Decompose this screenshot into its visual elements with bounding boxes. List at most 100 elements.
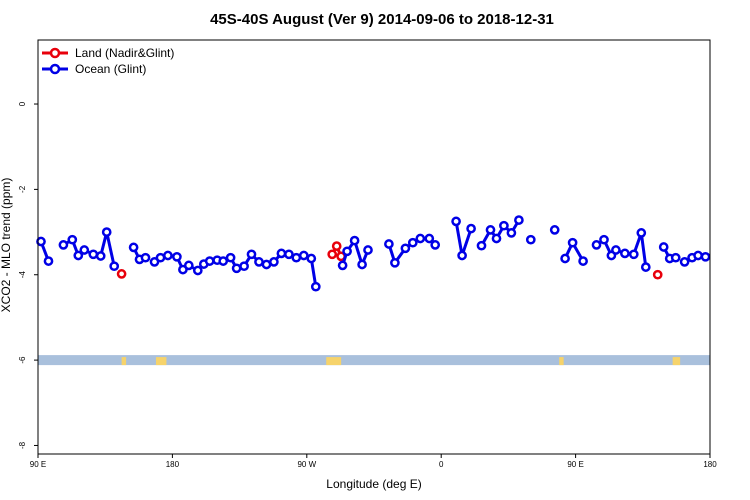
x-tick-label-5: 180 — [703, 460, 717, 469]
ocean-point-12-0 — [658, 242, 669, 252]
land-patch-3 — [559, 357, 564, 366]
ocean-point-4-2 — [349, 235, 360, 246]
ocean-point-9-0 — [549, 225, 560, 235]
ocean-point-6-0 — [451, 216, 461, 227]
ocean-point-1-2 — [73, 250, 84, 261]
ocean-point-3-10 — [218, 256, 229, 266]
ocean-band — [38, 355, 710, 366]
ocean-point-11-5 — [628, 249, 639, 260]
ocean-point-5-0 — [384, 239, 394, 249]
x-axis: 90 E 180 90 W 0 90 E 180 — [30, 454, 717, 469]
ocean-point-1-3 — [79, 245, 90, 255]
ocean-point-0-0 — [36, 236, 46, 247]
ocean-point-0-1 — [43, 256, 54, 266]
ocean-point-4-4 — [363, 245, 373, 255]
y-tick-label-0: 0 — [18, 101, 27, 106]
x-tick-label-2: 90 W — [297, 460, 316, 469]
ocean-point-4-1 — [342, 246, 352, 257]
ocean-point-3-12 — [231, 263, 242, 274]
ocean-point-7-4 — [506, 228, 517, 238]
ocean-point-3-6 — [192, 265, 203, 276]
ocean-point-3-1 — [155, 252, 166, 263]
ocean-point-3-2 — [163, 250, 173, 261]
ocean-point-3-11 — [225, 252, 236, 263]
ocean-point-3-22 — [306, 253, 317, 264]
y-tick-label-3: -6 — [18, 356, 27, 364]
legend-land-marker — [49, 47, 61, 59]
ocean-point-3-13 — [239, 261, 249, 272]
ocean-point-3-17 — [269, 257, 279, 267]
y-axis: 0 -2 -4 -6 -8 — [18, 101, 38, 449]
land-ocean-band — [38, 355, 710, 366]
land-point-0-0 — [116, 269, 127, 279]
ocean-point-6-2 — [466, 223, 476, 234]
ocean-point-4-0 — [337, 260, 348, 271]
ocean-point-1-6 — [101, 227, 112, 237]
ocean-point-13-3 — [700, 251, 711, 262]
ocean-point-3-18 — [276, 248, 287, 259]
ocean-point-3-23 — [310, 281, 321, 292]
ocean-point-1-1 — [67, 234, 78, 245]
ocean-point-5-3 — [407, 237, 418, 248]
ocean-point-13-0 — [679, 257, 690, 267]
ocean-point-1-7 — [109, 261, 120, 272]
ocean-point-7-5 — [514, 215, 524, 225]
land-patch-2 — [326, 357, 342, 366]
land-patch-1 — [155, 357, 167, 366]
ocean-point-11-0 — [591, 240, 602, 250]
legend-item-ocean: Ocean (Glint) — [42, 62, 146, 76]
ocean-point-1-0 — [58, 240, 69, 250]
ocean-point-11-7 — [640, 262, 651, 272]
y-tick-label-1: -2 — [18, 185, 27, 193]
ocean-point-4-3 — [357, 259, 367, 270]
ocean-point-10-1 — [567, 237, 578, 248]
ocean-point-3-3 — [172, 251, 182, 262]
y-tick-label-2: -4 — [18, 271, 27, 279]
ocean-point-3-16 — [261, 259, 272, 270]
ocean-point-5-6 — [430, 240, 441, 250]
x-tick-label-4: 90 E — [567, 460, 583, 469]
land-point-2-0 — [652, 269, 663, 280]
x-tick-label-3: 0 — [439, 460, 444, 469]
series-layer — [36, 215, 711, 292]
ocean-point-12-2 — [670, 252, 681, 263]
ocean-point-3-19 — [284, 249, 294, 260]
ocean-point-7-0 — [476, 240, 487, 251]
plot-frame — [37, 39, 711, 455]
ocean-point-5-4 — [415, 233, 426, 244]
x-tick-label-0: 90 E — [30, 460, 46, 469]
y-axis-label: XCO2 - MLO trend (ppm) — [0, 178, 13, 313]
ocean-point-3-15 — [254, 257, 264, 267]
y-tick-label-4: -8 — [18, 441, 27, 449]
land-patch-4 — [672, 357, 681, 366]
chart-title: 45S-40S August (Ver 9) 2014-09-06 to 201… — [210, 11, 554, 28]
x-axis-label: Longitude (deg E) — [326, 477, 421, 491]
ocean-point-3-21 — [298, 250, 309, 261]
legend-land-label: Land (Nadir&Glint) — [75, 46, 174, 60]
ocean-point-5-2 — [400, 243, 411, 254]
ocean-point-7-3 — [499, 220, 509, 231]
legend-ocean-marker — [49, 63, 61, 75]
ocean-point-1-5 — [95, 251, 106, 261]
ocean-point-8-0 — [525, 234, 536, 245]
ocean-point-5-5 — [424, 233, 435, 244]
ocean-point-3-20 — [291, 252, 302, 263]
land-patch-0 — [121, 357, 127, 366]
land-point-1-1 — [331, 241, 342, 251]
ocean-point-2-0 — [128, 242, 139, 253]
ocean-point-6-1 — [457, 250, 467, 261]
ocean-point-11-3 — [611, 245, 621, 255]
ocean-point-3-5 — [183, 260, 194, 271]
ocean-point-11-4 — [620, 248, 630, 259]
ocean-point-5-1 — [390, 257, 400, 268]
x-tick-label-1: 180 — [166, 460, 180, 469]
ocean-point-3-8 — [204, 256, 215, 266]
ocean-point-7-1 — [485, 225, 496, 235]
land-point-1-0 — [327, 249, 338, 260]
legend: Land (Nadir&Glint) Ocean (Glint) — [42, 46, 174, 76]
ocean-point-11-6 — [636, 228, 647, 238]
ocean-point-1-4 — [88, 249, 99, 260]
ocean-point-10-0 — [560, 253, 570, 264]
ocean-point-2-2 — [140, 252, 151, 263]
